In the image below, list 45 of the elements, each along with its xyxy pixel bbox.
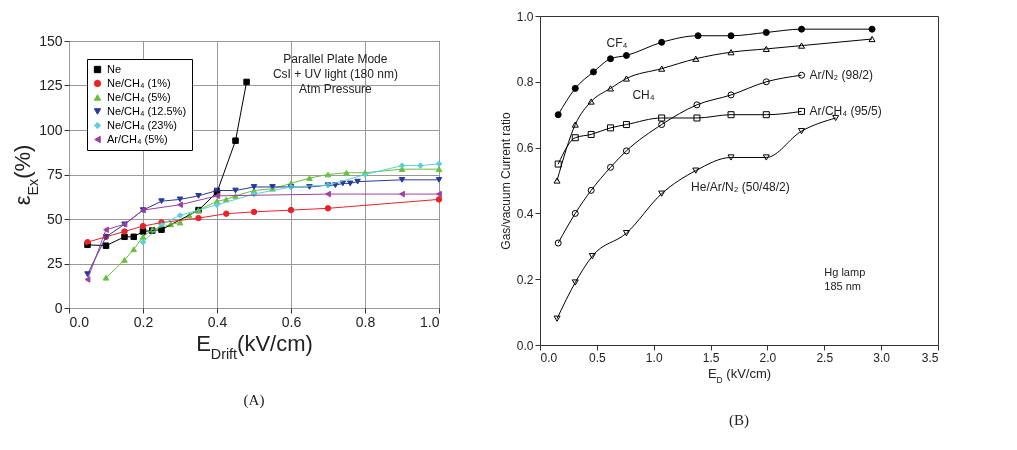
y-tick-label: 75 bbox=[46, 166, 63, 182]
annotation: Hg lamp 185 nm bbox=[824, 265, 866, 292]
x-axis-title: E$_{D}$ (kV/cm) bbox=[707, 365, 772, 385]
y-tick-label: 0.8 bbox=[516, 75, 534, 90]
x-tick-label: 1.5 bbox=[702, 350, 720, 365]
y-axis-title: Gas/vacuum Current ratio bbox=[498, 111, 513, 250]
x-tick-label: 0.2 bbox=[133, 313, 154, 330]
x-tick-label: 3.0 bbox=[873, 350, 891, 365]
legend-label: Ne bbox=[107, 62, 122, 75]
series-label: He/Ar/N₂ (50/48/2) bbox=[691, 180, 790, 195]
x-tick-label: 0.8 bbox=[355, 313, 376, 330]
text: (A) bbox=[243, 392, 265, 409]
series-label: Ar/N₂ (98/2) bbox=[809, 68, 873, 83]
x-tick-label: 0.0 bbox=[69, 313, 90, 330]
x-tick-label: 0.0 bbox=[540, 350, 558, 365]
legend-label: Ne/CH₄ (23%) bbox=[107, 118, 177, 131]
y-tick-label: 125 bbox=[39, 77, 63, 93]
text: (B) bbox=[729, 412, 749, 429]
y-tick-label: 25 bbox=[46, 255, 63, 271]
y-tick-label: 150 bbox=[39, 32, 63, 49]
y-tick-label: 50 bbox=[46, 210, 63, 227]
legend-label: Ar/CH₄ (5%) bbox=[107, 132, 168, 145]
legend-label: Ne/CH₄ (12.5%) bbox=[107, 104, 187, 117]
x-axis-title: E$_{Drift}$(kV/cm) bbox=[196, 330, 313, 362]
y-tick-label: 0.2 bbox=[516, 272, 534, 287]
x-tick-label: 0.6 bbox=[281, 313, 302, 330]
series-label: CF₄ bbox=[606, 35, 628, 50]
annotation: Parallel Plate Mode CsI + UV light (180 nm) Atm Pressure bbox=[272, 51, 398, 96]
x-tick-label: 1.0 bbox=[420, 313, 440, 330]
x-tick-label: 0.4 bbox=[207, 313, 228, 330]
y-tick-label: 0.4 bbox=[516, 206, 534, 221]
series-label: CH₄ bbox=[632, 87, 655, 102]
legend-label: Ne/CH₄ (1%) bbox=[107, 76, 171, 89]
x-tick-label: 2.0 bbox=[759, 350, 777, 365]
series-label: Ar/CH₄ (95/5) bbox=[809, 104, 882, 119]
legend-label: Ne/CH₄ (5%) bbox=[107, 90, 171, 103]
y-tick-label: 0.6 bbox=[516, 141, 534, 156]
x-tick-label: 2.5 bbox=[816, 350, 834, 365]
y-tick-label: 0.0 bbox=[516, 338, 534, 353]
y-tick-label: 100 bbox=[39, 121, 63, 138]
y-tick-label: 0 bbox=[54, 299, 63, 316]
y-tick-label: 1.0 bbox=[516, 9, 534, 24]
x-tick-label: 0.5 bbox=[589, 350, 607, 365]
x-tick-label: 3.5 bbox=[921, 350, 939, 365]
x-tick-label: 1.0 bbox=[645, 350, 663, 365]
